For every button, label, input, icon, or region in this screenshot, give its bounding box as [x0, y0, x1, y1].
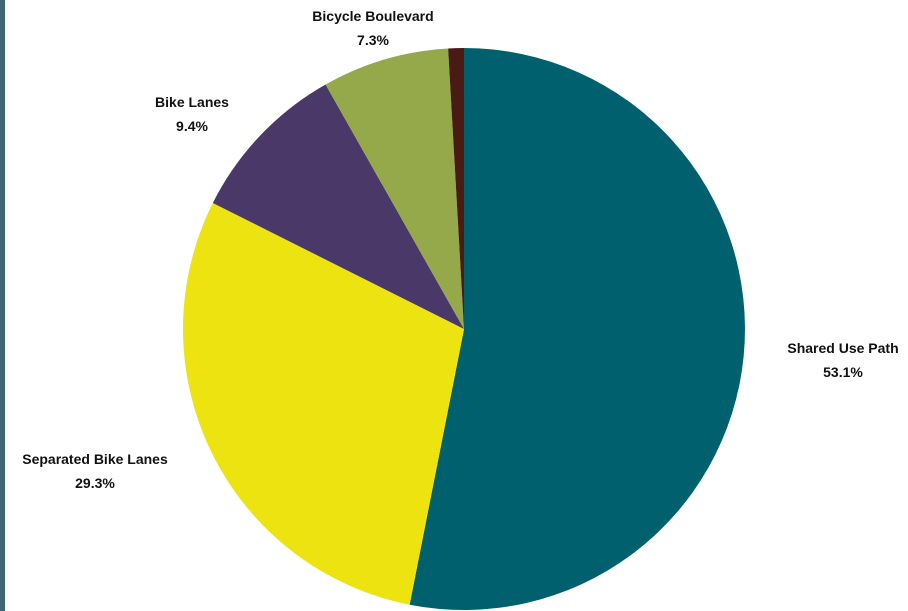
pie-slice-other-4	[448, 48, 464, 329]
pie-slice-bike-lanes	[212, 84, 464, 329]
slice-value-label: 53.1%	[823, 364, 863, 380]
slice-value-label: 7.3%	[357, 32, 389, 48]
slice-value-label: 29.3%	[75, 475, 115, 491]
pie-labels: Shared Use Path 53.1% Separated Bike Lanes…	[22, 8, 898, 491]
slice-label: Separated Bike Lanes	[22, 451, 168, 467]
slice-label: Bike Lanes	[155, 94, 229, 110]
pie-slice-bicycle-boulevard	[325, 48, 464, 329]
pie-slice-separated-bike-lanes	[182, 203, 464, 605]
slice-value-label: 9.4%	[176, 118, 208, 134]
pie-slice-shared-use-path	[409, 48, 745, 610]
slice-label: Bicycle Boulevard	[312, 8, 433, 24]
pie-slices	[182, 48, 745, 610]
left-accent-bar	[0, 0, 5, 611]
slice-label: Shared Use Path	[787, 340, 898, 356]
